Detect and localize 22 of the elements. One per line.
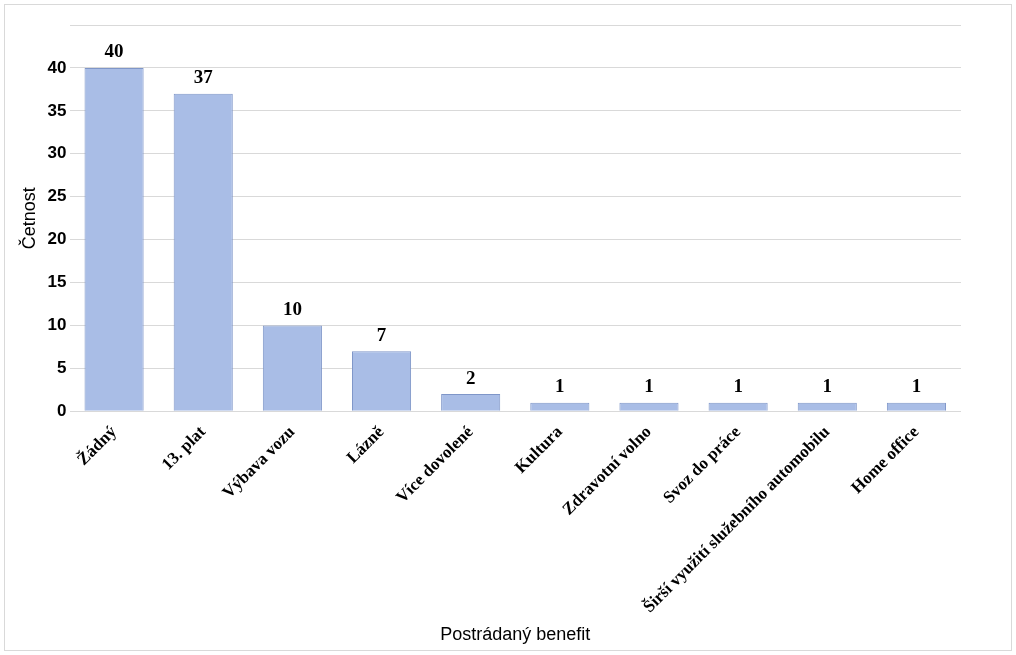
y-tick-label: 0 xyxy=(57,400,67,420)
data-label: 37 xyxy=(193,66,214,88)
data-label: 7 xyxy=(376,323,387,345)
y-axis-title: Četnost xyxy=(17,187,39,250)
x-tick-label: 13. plat xyxy=(157,421,210,474)
data-label: 1 xyxy=(555,375,565,397)
y-tick-label: 15 xyxy=(47,272,67,292)
y-tick-label: 25 xyxy=(47,186,67,206)
y-tick-label: 10 xyxy=(47,315,67,335)
data-label: 1 xyxy=(644,375,654,397)
x-axis-title: Postrádaný benefit xyxy=(440,624,591,645)
y-tick-label: 30 xyxy=(47,143,67,163)
data-label: 10 xyxy=(282,297,302,319)
y-tick-label: 40 xyxy=(47,57,67,77)
data-label: 1 xyxy=(822,375,833,397)
data-label: 2 xyxy=(465,366,476,388)
y-tick-label: 35 xyxy=(47,100,67,120)
y-tick-label: 20 xyxy=(47,229,67,249)
data-label: 1 xyxy=(911,375,922,397)
data-label: 40 xyxy=(104,40,124,62)
y-tick-label: 5 xyxy=(57,358,67,378)
data-label: 1 xyxy=(733,375,743,397)
